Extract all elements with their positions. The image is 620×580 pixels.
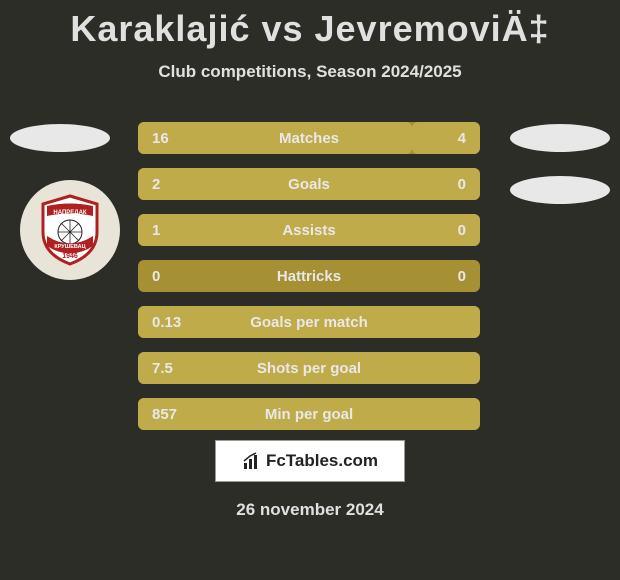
player-right-oval-1 bbox=[510, 124, 610, 152]
club-badge: НАПРЕДАК КРУШЕВАЦ 1946 bbox=[20, 180, 120, 280]
stat-value-left: 0 bbox=[138, 268, 198, 285]
stat-label: Shots per goal bbox=[198, 360, 420, 377]
chart-icon bbox=[242, 451, 262, 471]
badge-top-text: НАПРЕДАК bbox=[53, 210, 87, 216]
footer-date: 26 november 2024 bbox=[0, 500, 620, 520]
stat-label: Matches bbox=[198, 130, 420, 147]
stat-value-left: 7.5 bbox=[138, 360, 198, 377]
stat-value-right: 0 bbox=[420, 268, 480, 285]
stat-value-right: 4 bbox=[420, 130, 480, 147]
stat-label: Goals per match bbox=[198, 314, 420, 331]
stat-value-left: 16 bbox=[138, 130, 198, 147]
player-right-oval-2 bbox=[510, 176, 610, 204]
shield-icon: НАПРЕДАК КРУШЕВАЦ 1946 bbox=[39, 194, 101, 266]
stat-row: 1Assists0 bbox=[138, 214, 480, 246]
page-title: Karaklajić vs JevremoviÄ‡ bbox=[0, 0, 620, 50]
stat-row: 0.13Goals per match bbox=[138, 306, 480, 338]
stat-row: 7.5Shots per goal bbox=[138, 352, 480, 384]
stat-value-left: 857 bbox=[138, 406, 198, 423]
stat-value-left: 0.13 bbox=[138, 314, 198, 331]
stat-value-right: 0 bbox=[420, 176, 480, 193]
footer-brand[interactable]: FcTables.com bbox=[215, 440, 405, 482]
footer-brand-text: FcTables.com bbox=[266, 451, 378, 471]
stat-row: 0Hattricks0 bbox=[138, 260, 480, 292]
badge-year: 1946 bbox=[62, 253, 78, 260]
player-left-oval bbox=[10, 124, 110, 152]
stat-row: 857Min per goal bbox=[138, 398, 480, 430]
stat-row: 16Matches4 bbox=[138, 122, 480, 154]
stat-label: Goals bbox=[198, 176, 420, 193]
badge-bottom-text: КРУШЕВАЦ bbox=[54, 244, 85, 250]
stat-value-left: 1 bbox=[138, 222, 198, 239]
stat-label: Min per goal bbox=[198, 406, 420, 423]
page-subtitle: Club competitions, Season 2024/2025 bbox=[0, 62, 620, 82]
club-badge-circle: НАПРЕДАК КРУШЕВАЦ 1946 bbox=[20, 180, 120, 280]
stat-row: 2Goals0 bbox=[138, 168, 480, 200]
stat-value-right: 0 bbox=[420, 222, 480, 239]
stat-value-left: 2 bbox=[138, 176, 198, 193]
stat-label: Assists bbox=[198, 222, 420, 239]
stat-label: Hattricks bbox=[198, 268, 420, 285]
comparison-table: 16Matches42Goals01Assists00Hattricks00.1… bbox=[138, 122, 480, 444]
